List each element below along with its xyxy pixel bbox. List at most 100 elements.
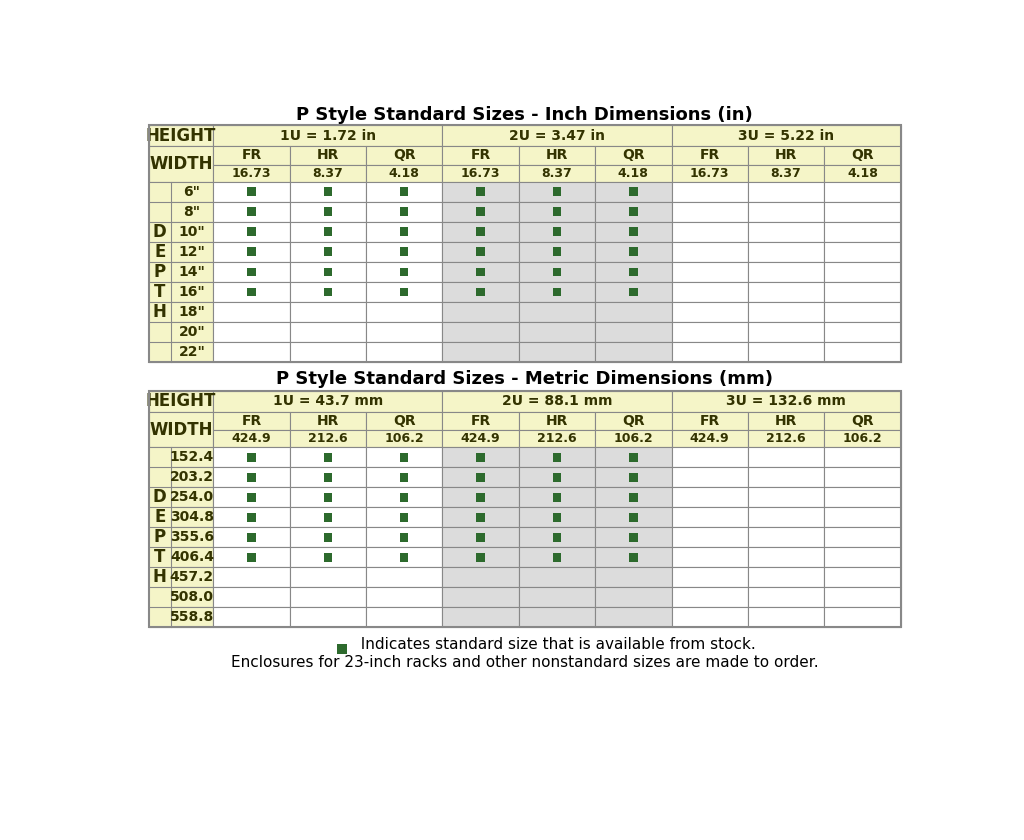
Bar bbox=[442, 146, 519, 165]
Bar bbox=[595, 146, 672, 165]
Bar bbox=[824, 548, 901, 568]
Bar bbox=[824, 487, 901, 507]
Bar bbox=[366, 587, 442, 607]
Bar bbox=[366, 222, 442, 242]
Bar bbox=[171, 302, 213, 322]
Bar bbox=[629, 228, 638, 236]
Bar bbox=[519, 181, 595, 202]
Bar bbox=[595, 487, 672, 507]
Bar bbox=[824, 507, 901, 528]
Text: FR: FR bbox=[242, 149, 261, 162]
Bar bbox=[748, 430, 824, 447]
Text: H: H bbox=[153, 302, 167, 321]
Bar bbox=[171, 568, 213, 587]
Text: 152.4: 152.4 bbox=[170, 450, 214, 465]
Text: 1U = 43.7 mm: 1U = 43.7 mm bbox=[272, 395, 383, 408]
Bar bbox=[595, 548, 672, 568]
Bar bbox=[629, 453, 638, 461]
Bar bbox=[476, 533, 484, 542]
Bar bbox=[553, 453, 561, 461]
Bar bbox=[595, 587, 672, 607]
Bar bbox=[213, 467, 290, 487]
Bar bbox=[213, 262, 290, 281]
Bar bbox=[400, 287, 409, 296]
Bar bbox=[213, 322, 290, 342]
Bar bbox=[824, 342, 901, 362]
Bar bbox=[442, 587, 519, 607]
Bar bbox=[824, 447, 901, 467]
Bar bbox=[442, 607, 519, 627]
Bar bbox=[824, 222, 901, 242]
Bar bbox=[366, 430, 442, 447]
Bar bbox=[171, 242, 213, 262]
Bar bbox=[748, 181, 824, 202]
Bar bbox=[213, 165, 290, 181]
Text: 424.9: 424.9 bbox=[231, 433, 271, 445]
Bar bbox=[519, 165, 595, 181]
Bar bbox=[148, 391, 901, 627]
Bar bbox=[324, 228, 332, 236]
Bar bbox=[442, 165, 519, 181]
Bar bbox=[672, 467, 748, 487]
Bar bbox=[290, 412, 366, 430]
Bar bbox=[442, 202, 519, 222]
Bar bbox=[324, 493, 332, 501]
Bar bbox=[213, 125, 442, 146]
Text: 16.73: 16.73 bbox=[461, 166, 501, 180]
Text: 558.8: 558.8 bbox=[170, 611, 214, 624]
Bar bbox=[672, 125, 901, 146]
Text: FR: FR bbox=[699, 414, 720, 428]
Text: 424.9: 424.9 bbox=[461, 433, 501, 445]
Bar bbox=[213, 548, 290, 568]
Bar bbox=[366, 447, 442, 467]
Bar bbox=[442, 262, 519, 281]
Bar bbox=[748, 467, 824, 487]
Bar bbox=[247, 187, 256, 196]
Bar bbox=[171, 202, 213, 222]
Text: 10": 10" bbox=[178, 224, 206, 239]
Text: WIDTH: WIDTH bbox=[150, 421, 213, 438]
Bar bbox=[595, 302, 672, 322]
Text: Enclosures for 23-inch racks and other nonstandard sizes are made to order.: Enclosures for 23-inch racks and other n… bbox=[231, 655, 818, 670]
Bar bbox=[629, 267, 638, 276]
Bar bbox=[290, 322, 366, 342]
Bar bbox=[672, 202, 748, 222]
Bar bbox=[171, 222, 213, 242]
Bar bbox=[595, 507, 672, 528]
Bar bbox=[595, 222, 672, 242]
Bar bbox=[672, 222, 748, 242]
Bar bbox=[148, 391, 901, 627]
Text: 12": 12" bbox=[178, 244, 206, 259]
Bar bbox=[213, 528, 290, 548]
Text: HR: HR bbox=[546, 414, 568, 428]
Bar bbox=[748, 322, 824, 342]
Bar bbox=[213, 412, 290, 430]
Bar bbox=[595, 181, 672, 202]
Bar bbox=[519, 607, 595, 627]
Bar bbox=[629, 554, 638, 562]
Text: QR: QR bbox=[622, 414, 645, 428]
Bar bbox=[148, 125, 213, 146]
Bar bbox=[595, 607, 672, 627]
Bar bbox=[442, 342, 519, 362]
Text: FR: FR bbox=[699, 149, 720, 162]
Bar bbox=[442, 548, 519, 568]
Bar bbox=[748, 412, 824, 430]
Bar bbox=[366, 342, 442, 362]
Bar bbox=[748, 487, 824, 507]
Bar bbox=[213, 222, 290, 242]
Bar bbox=[324, 267, 332, 276]
Bar bbox=[595, 412, 672, 430]
Bar bbox=[553, 267, 561, 276]
Bar bbox=[213, 447, 290, 467]
Bar bbox=[171, 342, 213, 362]
Text: 4.18: 4.18 bbox=[617, 166, 649, 180]
Text: 16.73: 16.73 bbox=[231, 166, 271, 180]
Bar bbox=[400, 493, 409, 501]
Bar bbox=[442, 281, 519, 302]
Bar bbox=[824, 528, 901, 548]
Bar bbox=[824, 412, 901, 430]
Text: 106.2: 106.2 bbox=[613, 433, 653, 445]
Bar bbox=[171, 281, 213, 302]
Bar bbox=[442, 302, 519, 322]
